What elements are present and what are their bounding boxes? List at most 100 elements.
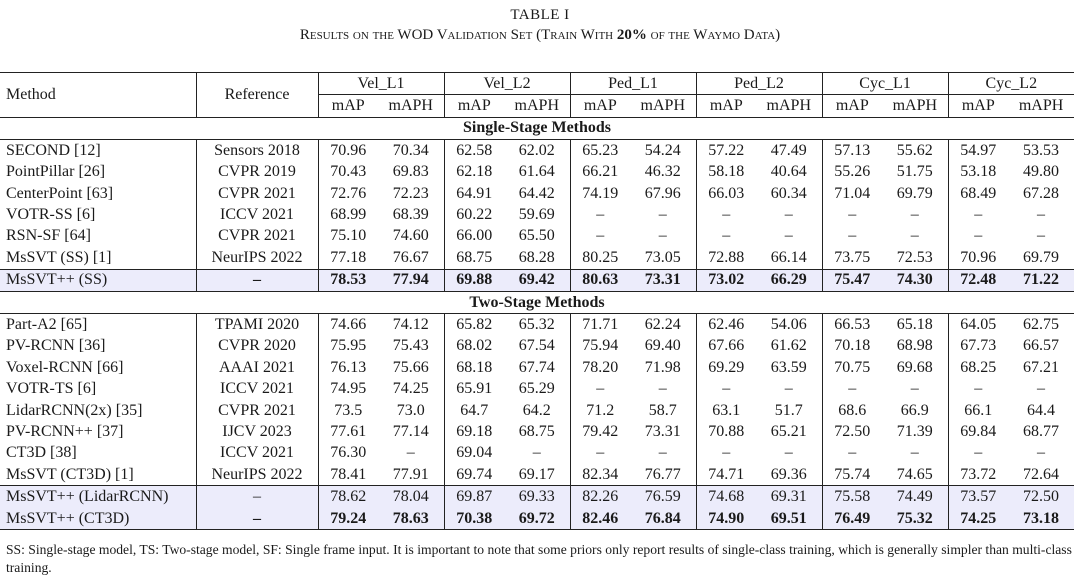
row-value: 55.62 (882, 139, 949, 162)
row-value: 67.96 (630, 182, 697, 205)
row-reference: Sensors 2018 (196, 139, 319, 162)
row-value: 63.1 (712, 401, 741, 419)
row-value: – (848, 444, 857, 462)
row-value: 66.03 (708, 184, 745, 202)
row-value: 62.02 (504, 139, 571, 162)
table-row: MsSVT++ (CT3D) –79.24 78.63 70.38 69.72 82.46… (0, 507, 1075, 531)
row-value: – (722, 380, 731, 398)
row-value: 64.05 (960, 315, 997, 333)
row-value: 75.94 (582, 337, 619, 355)
row-value: 68.18 (456, 358, 493, 376)
header-reference: Reference (196, 72, 319, 118)
header-metric: mAP (822, 94, 883, 118)
row-value: 62.58 (456, 141, 493, 159)
row-value: 58.18 (708, 163, 745, 181)
row-value: 82.46 (570, 507, 631, 531)
row-reference: AAAI 2021 (196, 357, 319, 379)
row-value: 66.14 (756, 247, 823, 270)
row-method: SECOND [12] (0, 139, 197, 162)
table-header: Method Reference Vel_L1 Vel_L2 Ped_L1 Ped_L2 C… (0, 71, 1075, 118)
section-title-row: Two-Stage Methods (0, 291, 1075, 315)
row-value: 74.68 (696, 485, 757, 508)
row-value: 67.66 (708, 337, 745, 355)
row-value: 69.42 (504, 268, 571, 292)
row-value: – (596, 206, 605, 224)
row-value: 73.0 (378, 399, 445, 422)
row-value: 54.97 (960, 141, 997, 159)
row-value: 72.48 (948, 268, 1009, 292)
header-metric: mAPH (378, 94, 445, 118)
row-value: 64.4 (1027, 401, 1056, 419)
row-value: 54.06 (756, 313, 823, 336)
row-value: 71.71 (582, 315, 619, 333)
row-value: – (974, 227, 983, 245)
row-value: 69.18 (456, 422, 493, 440)
row-value: 68.28 (504, 247, 571, 270)
row-value: 72.50 (1008, 485, 1075, 508)
row-value: – (504, 442, 571, 465)
row-value: – (722, 227, 731, 245)
row-method: MsSVT++ (SS) (0, 268, 197, 292)
row-reference: CVPR 2021 (196, 399, 319, 422)
row-value: 74.71 (708, 465, 745, 483)
table-row: VOTR-TS [6] ICCV 2021 74.95 74.25 65.91 65.29… (0, 378, 1074, 400)
row-value: 75.47 (822, 268, 883, 292)
row-method: VOTR-TS [6] (0, 378, 197, 400)
row-value: – (756, 378, 823, 400)
row-reference: ICCV 2021 (196, 442, 319, 465)
row-value: 66.53 (834, 315, 871, 333)
title-part-2: of the Waymo Data) (646, 27, 781, 43)
row-method: MsSVT++ (LidarRCNN) (0, 485, 197, 508)
row-value: 64.42 (504, 182, 571, 205)
row-value: 53.53 (1023, 141, 1060, 159)
header-group: Ped_L2 (696, 71, 823, 96)
row-value: 74.90 (696, 507, 757, 531)
header-metric: mAPH (630, 94, 697, 118)
row-value: – (630, 442, 697, 465)
section-title: Two-Stage Methods (0, 291, 1075, 315)
row-value: 77.61 (330, 422, 367, 440)
table-body: Single-Stage Methods SECOND [12] Sensors 2… (0, 117, 1075, 531)
row-value: 73.31 (630, 421, 697, 443)
row-value: – (882, 204, 949, 226)
row-value: 66.21 (582, 163, 619, 181)
row-method: PointPillar [26] (0, 161, 197, 183)
row-value: 61.64 (504, 161, 571, 183)
row-value: 67.54 (504, 335, 571, 358)
row-value: 73.5 (334, 401, 363, 419)
row-value: 77.14 (378, 421, 445, 443)
header-method: Method (0, 72, 197, 118)
row-value: 70.96 (960, 248, 997, 266)
table-row: MsSVT++ (SS) –78.53 77.94 69.88 69.42 80.63 73… (0, 268, 1075, 292)
row-value: 68.6 (838, 401, 867, 419)
row-value: 65.23 (582, 141, 619, 159)
row-value: 63.59 (756, 357, 823, 379)
row-value: 70.75 (834, 358, 871, 376)
row-value: 78.62 (318, 485, 378, 508)
row-value: 72.50 (834, 422, 871, 440)
table-row: PointPillar [26] CVPR 2019 70.43 69.83 62.18… (0, 161, 1074, 183)
row-reference: NeurIPS 2022 (196, 247, 319, 270)
row-value: 73.18 (1008, 507, 1075, 531)
row-value: 57.13 (834, 141, 871, 159)
row-value: 82.26 (570, 485, 631, 508)
row-reference: ICCV 2021 (196, 378, 319, 400)
row-value: 75.66 (378, 357, 445, 379)
row-value: 67.74 (504, 357, 571, 379)
row-value: 67.28 (1023, 184, 1060, 202)
row-value: 66.9 (882, 399, 949, 422)
row-reference: CVPR 2020 (196, 335, 319, 358)
row-value: 75.74 (834, 465, 871, 483)
results-table: Method Reference Vel_L1 Vel_L2 Ped_L1 Ped_L2 C… (0, 71, 1075, 531)
row-reference: CVPR 2021 (196, 225, 319, 248)
row-value: 70.96 (330, 141, 367, 159)
row-reference: ICCV 2021 (196, 204, 319, 226)
row-value: 69.31 (756, 485, 823, 508)
row-value: – (630, 378, 697, 400)
table-title: Results on the WOD Validation Set (Train… (0, 27, 1080, 44)
row-value: 68.75 (456, 248, 493, 266)
row-value: – (756, 204, 823, 226)
row-value: 65.50 (504, 225, 571, 248)
row-method: LidarRCNN(2x) [35] (0, 399, 197, 422)
row-value: 69.17 (504, 464, 571, 486)
